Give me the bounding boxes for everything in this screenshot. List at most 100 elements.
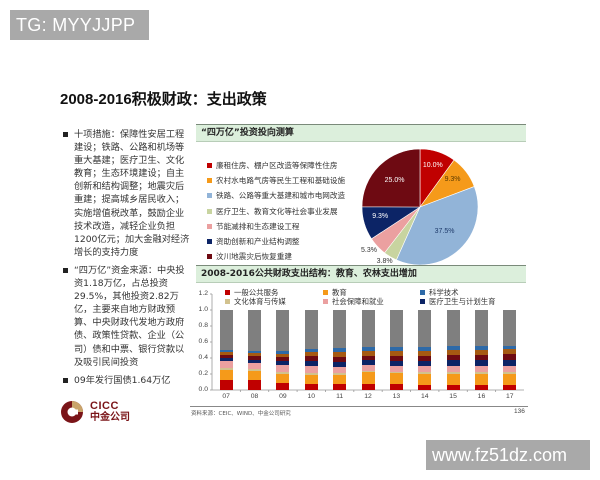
source-note: 资料来源：CEIC、WIND、中金公司研究 (191, 411, 291, 417)
y-tick-label: 0.8 (198, 322, 208, 329)
legend-swatch (323, 290, 328, 295)
bar-segment (248, 369, 262, 371)
watermark-top: TG: MYYJJPP (10, 10, 149, 40)
stacked-bar (474, 294, 488, 390)
bar-segment (333, 310, 347, 349)
x-tick-label: 09 (279, 393, 287, 400)
y-tick-label: 0.2 (198, 370, 208, 377)
pie-data-label: 5.3% (361, 247, 377, 255)
bar-segment (474, 374, 488, 386)
bar-segment (276, 374, 290, 383)
bar-segment (248, 370, 262, 381)
bar-segment (276, 382, 290, 390)
legend-label: 文化体育与传媒 (234, 297, 286, 306)
bar-segment (474, 385, 488, 390)
bar-legend-item: 社会保障和就业 (323, 296, 384, 307)
pie-data-label: 3.8% (376, 257, 393, 265)
bar-segment (276, 361, 290, 366)
bar-segment (276, 350, 290, 355)
x-tick-label: 15 (449, 393, 457, 400)
bar-segment (503, 346, 517, 350)
pie-legend-item: 节能减排和生态建设工程 (207, 219, 345, 234)
bar-segment (389, 366, 403, 372)
bar-legend-item: 医疗卫生与计划生育 (420, 296, 496, 307)
bar-segment (503, 349, 517, 355)
bar-segment (389, 310, 403, 347)
legend-swatch (207, 223, 212, 229)
bar-segment (304, 383, 318, 390)
pie-data-label: 10.0% (422, 162, 443, 170)
legend-swatch (207, 239, 212, 245)
legend-swatch (420, 299, 425, 304)
bar-segment (219, 354, 233, 359)
bar-segment (474, 310, 488, 347)
legend-label: 廉租住房、棚户区改造等保障性住房 (216, 161, 338, 171)
bar-segment (333, 373, 347, 375)
bar-segment (418, 350, 432, 356)
bar-segment (503, 385, 517, 390)
bar-segment (361, 360, 375, 366)
stacked-bar (389, 294, 403, 390)
slide-title: 2008-2016积极财政：支出政策 (60, 91, 267, 108)
bullet-item: 十项措施：保障性安居工程建设；铁路、公路和机场等重大基建；医疗卫生、文化教育；生… (62, 128, 190, 259)
bar-segment (361, 310, 375, 347)
bar-segment (446, 374, 460, 386)
bar-segment (276, 365, 290, 373)
pie-legend-item: 铁路、公路等重大基建和城市电网改造 (207, 188, 345, 203)
x-tick-label: 10 (307, 393, 316, 400)
stacked-bar (503, 294, 517, 390)
bar-segment (503, 372, 517, 375)
bar-segment (418, 355, 432, 362)
bar-segment (503, 360, 517, 367)
bar-segment (474, 360, 488, 367)
bar-segment (304, 310, 318, 350)
bar-segment (304, 373, 318, 375)
pie-legend: 廉租住房、棚户区改造等保障性住房农村水电路气房等民生工程和基础设施 铁路、公路等重… (207, 158, 345, 264)
legend-swatch (207, 208, 212, 214)
bar-segment (418, 361, 432, 367)
bar-segment (219, 310, 233, 351)
bar-segment (446, 372, 460, 375)
bar-segment (389, 384, 403, 390)
pie-legend-item: 资助创新和产业结构调整 (207, 234, 345, 249)
x-tick-label: 14 (420, 393, 429, 400)
bar-segment (389, 371, 403, 374)
bar-segment (361, 350, 375, 356)
bar-segment (389, 355, 403, 362)
bar-segment (219, 368, 233, 371)
bar-segment (389, 346, 403, 351)
bar-segment (418, 374, 432, 386)
legend-label: 教育 (332, 288, 347, 297)
pie-slice (361, 148, 421, 208)
bar-segment (418, 366, 432, 373)
bullet-item: “四万亿”资金来源：中央投资1.18万亿，占总投资29.5%，其他投资2.82万… (62, 264, 190, 369)
pie-data-label: 9.3% (444, 175, 461, 183)
legend-swatch (207, 163, 212, 169)
bar-segment (361, 372, 375, 385)
pie-data-label: 25.0% (384, 176, 405, 184)
bar-chart-title: 2008-2016公共财政支出结构：教育、农林支出增加 (196, 265, 526, 283)
legend-label: 汶川地震灾后恢复重建 (216, 252, 292, 262)
stacked-bar (248, 294, 262, 390)
bar-segment (219, 370, 233, 380)
bar-segment (389, 373, 403, 385)
pie-chart-title: “四万亿”投资投向测算 (196, 124, 526, 142)
legend-label: 医疗卫生、教育文化等社会事业发展 (216, 206, 338, 216)
stacked-bar (219, 294, 233, 390)
x-tick-label: 17 (506, 393, 514, 400)
pie-legend-item: 廉租住房、棚户区改造等保障性住房 (207, 158, 345, 173)
x-tick-label: 11 (336, 393, 344, 400)
logo-text-en: CICC (90, 400, 119, 412)
legend-swatch (323, 299, 328, 304)
legend-label: 节能减排和生态建设工程 (216, 221, 300, 231)
bar-segment (304, 374, 318, 384)
bar-segment (361, 346, 375, 351)
bar-segment (474, 366, 488, 373)
pie-legend-item: 农村水电路气房等民生工程和基础设施 (207, 173, 345, 188)
bar-segment (276, 357, 290, 362)
bar-segment (474, 372, 488, 375)
bar-segment (446, 360, 460, 367)
bar-segment (219, 379, 233, 390)
bar-segment (474, 346, 488, 351)
legend-swatch (225, 290, 230, 295)
